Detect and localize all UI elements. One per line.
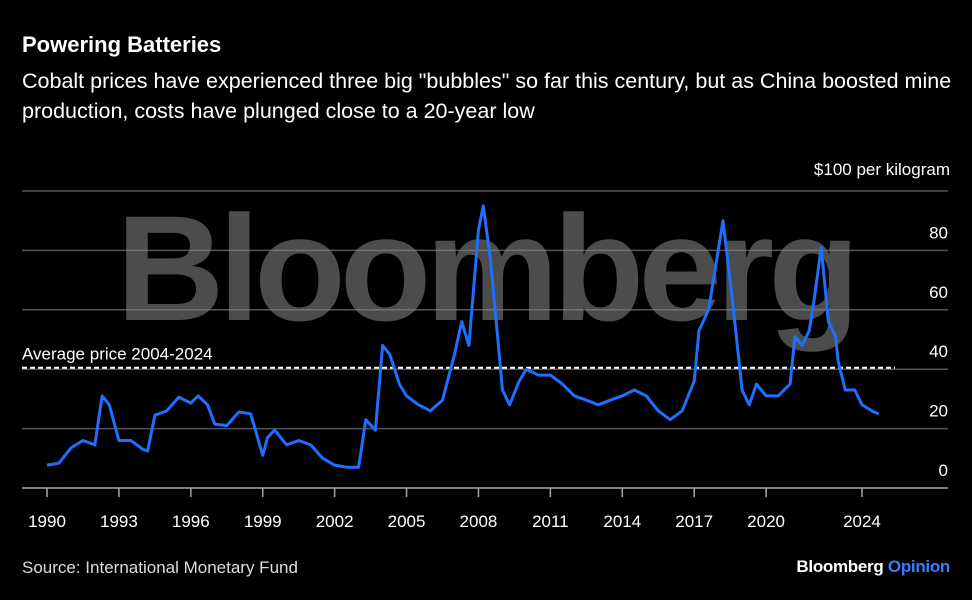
bloomberg-opinion-logo: Bloomberg Opinion (796, 557, 950, 577)
y-axis-unit-label: $100 per kilogram (813, 160, 950, 179)
x-tick-label: 2011 (532, 512, 569, 531)
x-tick-label: 2024 (843, 512, 881, 531)
x-tick-label: 2005 (388, 512, 426, 531)
x-tick-label: 1993 (100, 512, 138, 531)
y-tick-label: 60 (929, 283, 948, 302)
chart-title: Powering Batteries (22, 32, 222, 57)
average-price-label: Average price 2004-2024 (22, 345, 213, 364)
cobalt-price-line (46, 204, 880, 469)
y-tick-label: 20 (929, 402, 948, 421)
y-tick-label: 80 (929, 223, 948, 242)
x-tick-label: 1996 (172, 512, 210, 531)
brand-name: Bloomberg (796, 557, 884, 576)
x-tick-label: 2014 (603, 512, 641, 531)
x-tick-label: 1990 (28, 512, 66, 531)
y-tick-label: 0 (939, 461, 948, 480)
chart-subtitle: Cobalt prices have experienced three big… (22, 69, 952, 123)
source-note: Source: International Monetary Fund (22, 558, 298, 577)
x-tick-label: 2017 (675, 512, 713, 531)
x-tick-label: 2002 (316, 512, 354, 531)
y-tick-label: 40 (929, 342, 948, 361)
x-tick-label: 2020 (747, 512, 785, 531)
x-tick-label: 2008 (460, 512, 498, 531)
x-tick-label: 1999 (244, 512, 282, 531)
brand-suffix: Opinion (887, 557, 950, 576)
